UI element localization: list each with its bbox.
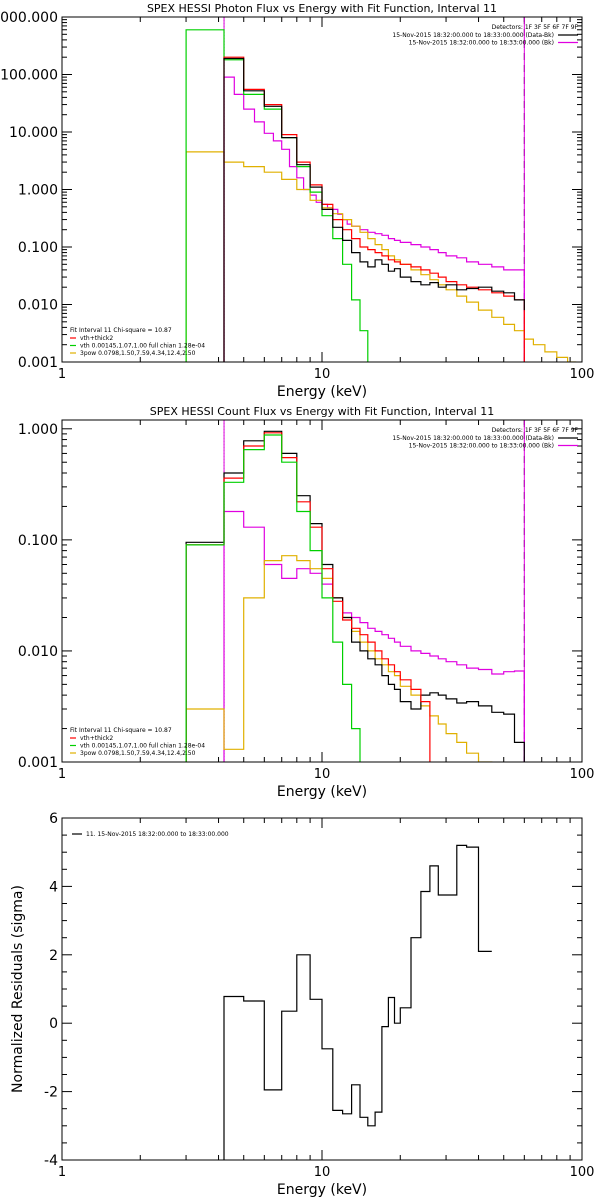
legend-header: Detectors: 1F 3F 5F 6F 7F 9F bbox=[492, 24, 579, 31]
fit-legend-label: vth+thick2 bbox=[80, 335, 113, 342]
x-axis-label: Energy (keV) bbox=[277, 384, 367, 400]
legend-label: 15-Nov-2015 18:32:00.000 to 18:33:00.000… bbox=[392, 435, 554, 442]
plot-frame bbox=[61, 16, 583, 363]
legend-label: 15-Nov-2015 18:32:00.000 to 18:33:00.000… bbox=[409, 443, 554, 450]
y-tick-label: 0.001 bbox=[18, 755, 58, 771]
histogram-series-4 bbox=[185, 432, 431, 762]
chart-panel-3: 1 10 100 Energy (keV) -4 -2 0 2 4 6 Normalized Res… bbox=[10, 811, 594, 1198]
histogram-series-2 bbox=[185, 151, 577, 362]
x-tick-label: 100 bbox=[570, 367, 595, 382]
histogram-series-2 bbox=[185, 555, 505, 762]
x-tick-label: 1 bbox=[58, 1165, 66, 1180]
x-tick-label: 10 bbox=[314, 1165, 331, 1180]
y-tick-label: 100.000 bbox=[0, 68, 58, 84]
x-axis-label: Energy (keV) bbox=[277, 784, 367, 800]
y-tick-label: 0.010 bbox=[18, 644, 58, 660]
x-tick-label: 100 bbox=[570, 1165, 595, 1180]
y-tick-label: 1.000 bbox=[18, 183, 58, 199]
histogram-series-3 bbox=[185, 430, 525, 762]
y-tick-label: 1.000 bbox=[18, 422, 58, 438]
fit-legend-label: vth 0.00145,1.07,1.00 full chian 1.28e-0… bbox=[80, 743, 205, 750]
chart-title: SPEX HESSI Count Flux vs Energy with Fit… bbox=[150, 405, 494, 418]
y-tick-label: 4 bbox=[49, 879, 58, 895]
y-tick-label: 0.001 bbox=[18, 355, 58, 371]
fit-legend-header: Fit Interval 11 Chi-square = 10.87 bbox=[70, 327, 172, 334]
y-tick-label: 1000.000 bbox=[0, 10, 58, 26]
x-tick-label: 1 bbox=[58, 367, 66, 382]
x-tick-label: 10 bbox=[314, 367, 331, 382]
fit-legend-label: 3pow 0.0798,1.50,7.59,4.34,12.4,2.50 bbox=[80, 750, 196, 757]
legend-label: 11. 15-Nov-2015 18:32:00.000 to 18:33:00… bbox=[86, 831, 229, 838]
y-tick-label: 0 bbox=[49, 1016, 58, 1032]
legend-label: 15-Nov-2015 18:32:00.000 to 18:33:00.000… bbox=[392, 32, 554, 39]
fit-legend-label: vth 0.00145,1.07,1.00 full chian 1.28e-0… bbox=[80, 343, 205, 350]
fit-legend-label: 3pow 0.0798,1.50,7.59,4.34,12.4,2.50 bbox=[80, 350, 196, 357]
chart-panel-1: SPEX HESSI Photon Flux vs Energy with Fi… bbox=[0, 2, 594, 400]
histogram-series-5 bbox=[185, 434, 361, 762]
y-tick-label: 6 bbox=[49, 811, 58, 827]
histogram-series-3 bbox=[185, 29, 369, 362]
legend-label: 15-Nov-2015 18:32:00.000 to 18:33:00.000… bbox=[409, 40, 554, 47]
x-tick-label: 100 bbox=[570, 767, 595, 782]
chart-panel-2: SPEX HESSI Count Flux vs Energy with Fit… bbox=[18, 405, 595, 800]
histogram-series-4 bbox=[223, 56, 525, 362]
y-tick-label: 0.100 bbox=[18, 240, 58, 256]
histogram-series-1 bbox=[223, 76, 525, 362]
histogram-series-1 bbox=[223, 510, 525, 762]
x-axis-label: Energy (keV) bbox=[277, 1182, 367, 1198]
plot-frame bbox=[61, 817, 583, 1161]
y-tick-label: 2 bbox=[49, 948, 58, 964]
histogram-series-1 bbox=[223, 844, 492, 1160]
y-tick-label: 0.010 bbox=[18, 298, 58, 314]
chart-title: SPEX HESSI Photon Flux vs Energy with Fi… bbox=[147, 2, 497, 15]
histogram-series-5 bbox=[223, 57, 525, 362]
fit-legend-label: vth+thick2 bbox=[80, 735, 113, 742]
legend-header: Detectors: 1F 3F 5F 6F 7F 9F bbox=[492, 427, 579, 434]
x-tick-label: 10 bbox=[314, 767, 331, 782]
y-tick-label: -2 bbox=[44, 1085, 58, 1101]
plot-frame bbox=[61, 419, 583, 763]
y-axis-label: Normalized Residuals (sigma) bbox=[10, 885, 26, 1093]
y-tick-label: 10.000 bbox=[9, 125, 58, 141]
x-tick-label: 1 bbox=[58, 767, 66, 782]
y-tick-label: -4 bbox=[44, 1153, 58, 1169]
fit-legend-header: Fit Interval 11 Chi-square = 10.87 bbox=[70, 727, 172, 734]
y-tick-label: 0.100 bbox=[18, 533, 58, 549]
